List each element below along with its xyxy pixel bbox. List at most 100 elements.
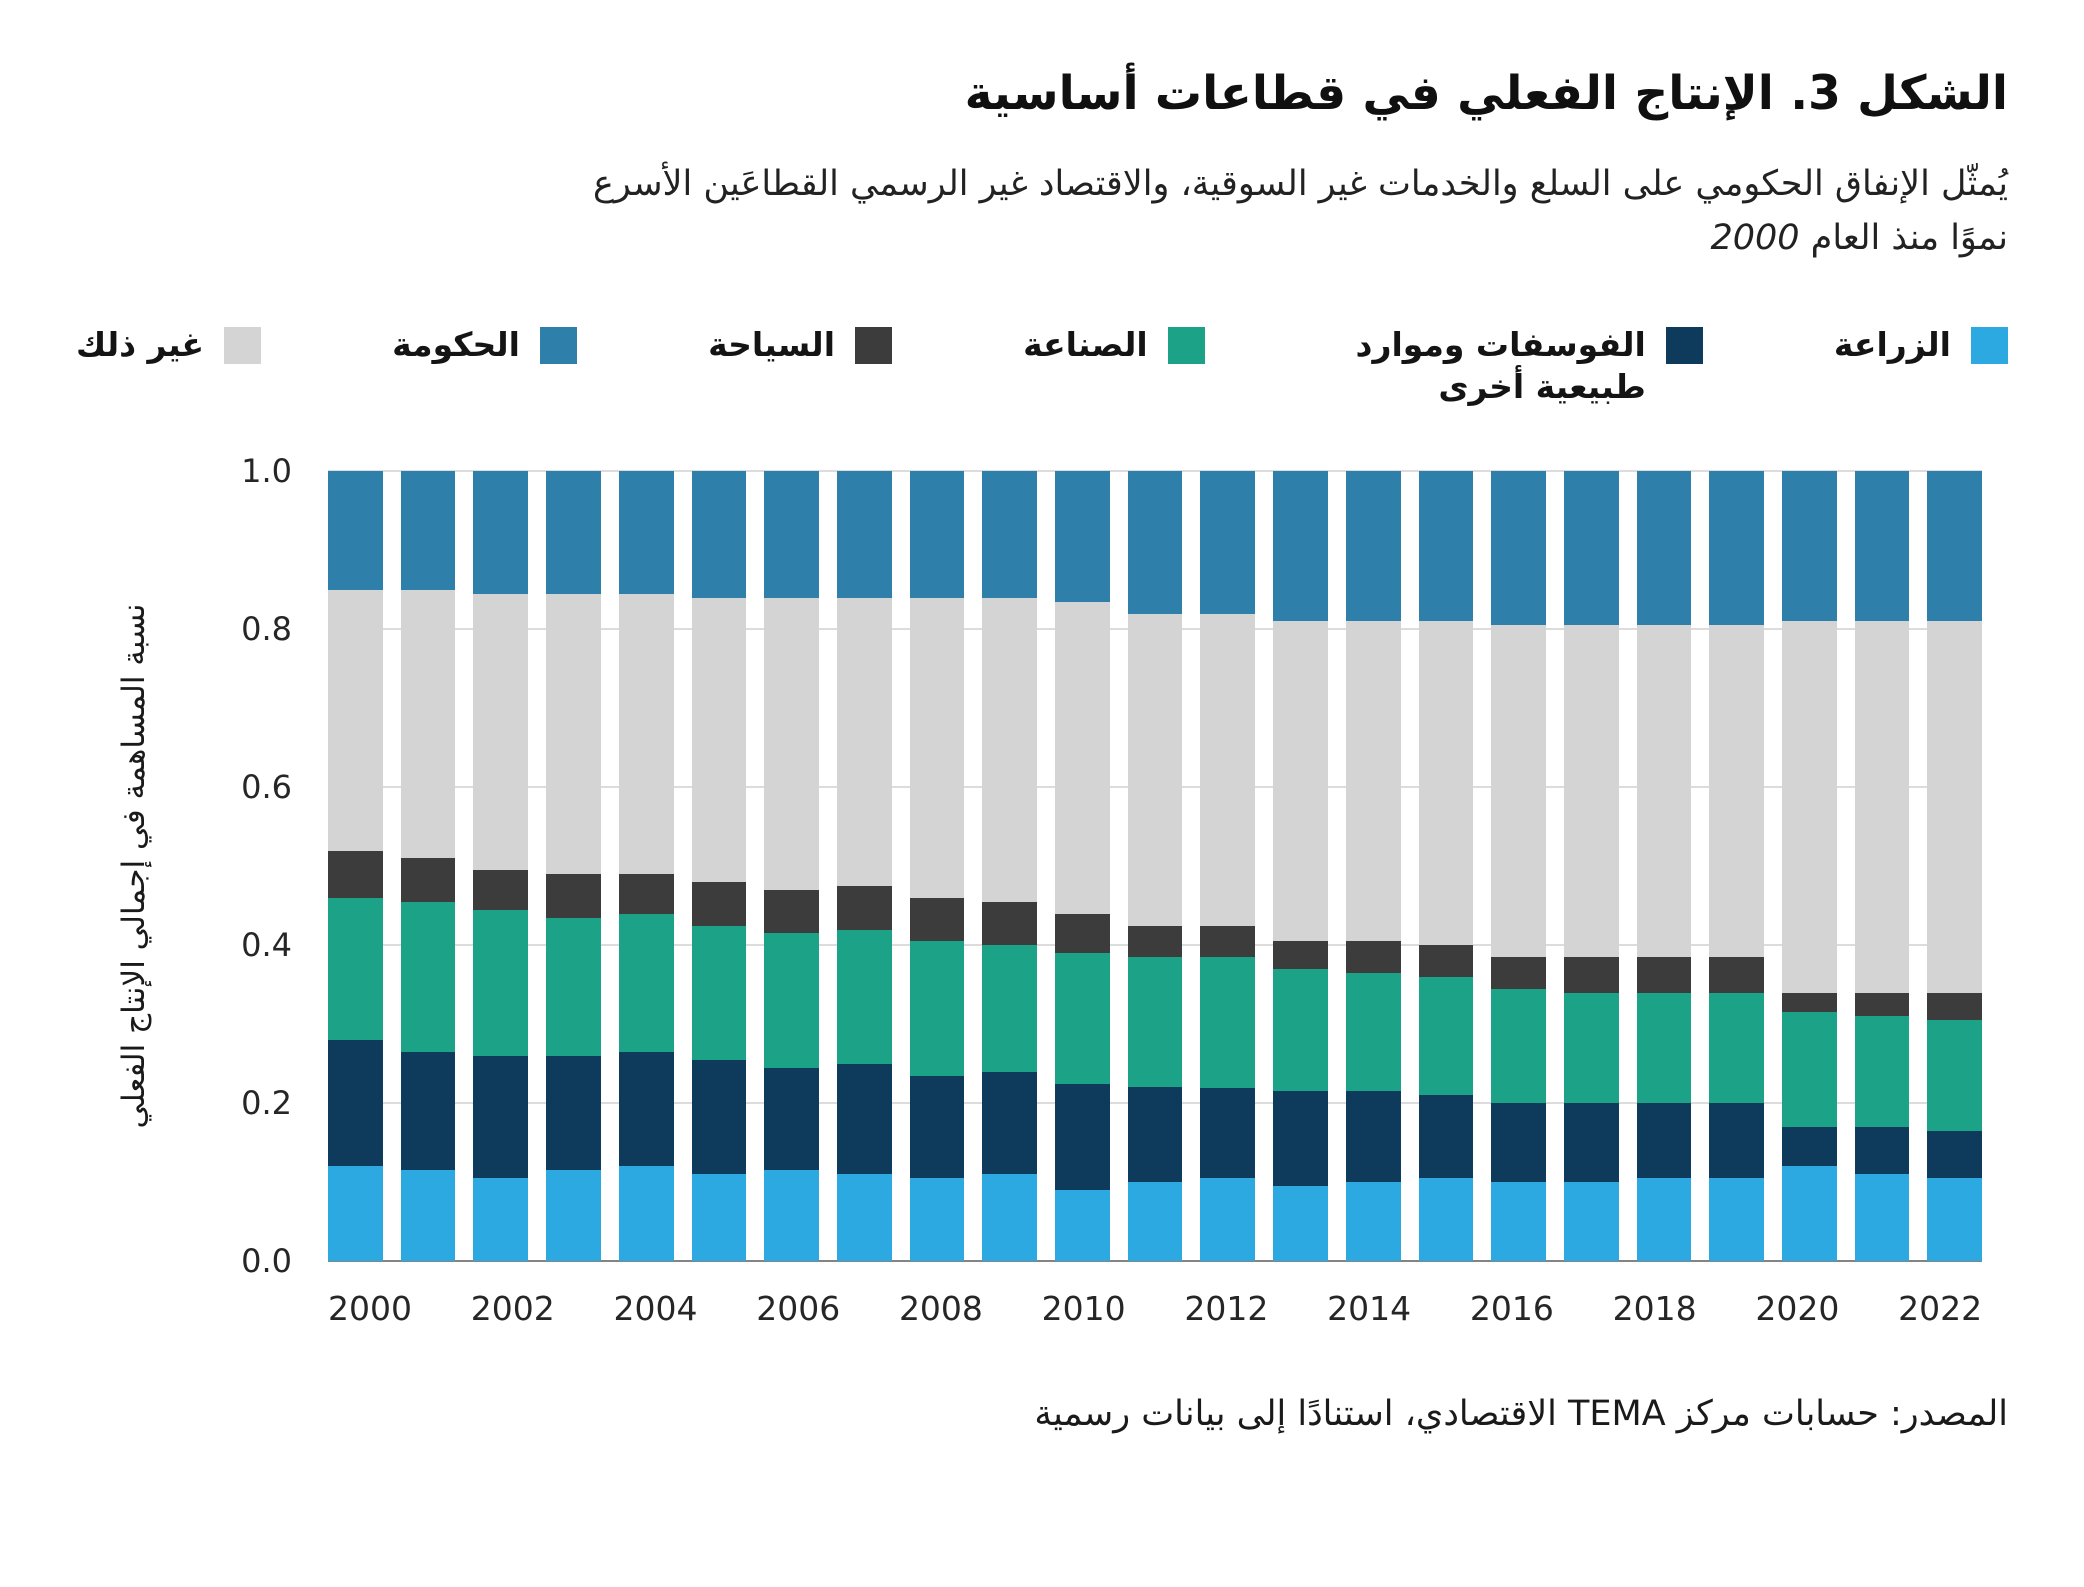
legend-swatch xyxy=(224,326,262,364)
segment-industry xyxy=(1636,992,1692,1104)
x-axis-labels: 2000 2002 2004 2006 2008 2010 2012 2014 2016 2018… xyxy=(328,1289,1982,1328)
bar-2021 xyxy=(1854,471,1910,1262)
legend-item: الفوسفات وموارد طبيعية أخرى xyxy=(1336,324,1703,410)
bar-2014 xyxy=(1345,471,1401,1262)
segment-agriculture xyxy=(618,1166,674,1262)
segment-phosphates-natural-resources xyxy=(1782,1126,1837,1167)
segment-agriculture xyxy=(764,1170,819,1262)
segment-tourism xyxy=(909,897,965,942)
legend-item: غير ذلك xyxy=(76,324,262,367)
legend-swatch xyxy=(855,326,893,364)
segment-phosphates-natural-resources xyxy=(473,1055,529,1179)
segment-industry xyxy=(618,913,674,1052)
segment-phosphates-natural-resources xyxy=(1418,1095,1474,1179)
x-tick-label xyxy=(430,1289,453,1328)
bar-2003 xyxy=(546,471,601,1262)
segment-industry xyxy=(400,901,456,1052)
segment-industry xyxy=(1127,957,1183,1088)
bar-2007 xyxy=(836,471,892,1262)
x-tick-label xyxy=(1001,1289,1024,1328)
legend-label: الزراعة xyxy=(1833,324,1951,364)
segment-government xyxy=(1127,471,1183,614)
segment-other xyxy=(1273,621,1328,942)
segment-tourism xyxy=(1055,913,1110,954)
segment-other xyxy=(618,593,674,875)
segment-industry xyxy=(1854,1016,1910,1127)
segment-phosphates-natural-resources xyxy=(1055,1083,1110,1191)
segment-tourism xyxy=(982,901,1038,946)
segment-industry xyxy=(836,929,892,1064)
segment-agriculture xyxy=(1273,1186,1328,1262)
bars xyxy=(328,471,1983,1262)
legend-label: الفوسفات وموارد طبيعية أخرى xyxy=(1355,324,1646,407)
x-tick-label: 2006 xyxy=(756,1289,841,1329)
source-note: المصدر: حسابات مركز TEMA الاقتصادي، استن… xyxy=(1034,1394,2008,1435)
segment-phosphates-natural-resources xyxy=(1563,1103,1619,1183)
segment-agriculture xyxy=(1200,1178,1256,1262)
segment-other xyxy=(1418,621,1474,946)
y-tick-label: 0.6 xyxy=(241,768,292,807)
segment-other xyxy=(1854,621,1910,993)
plot-area: 0.0 0.2 0.4 0.6 0.8 1.0 xyxy=(241,452,1983,1280)
segment-phosphates-natural-resources xyxy=(909,1075,965,1179)
x-tick-label xyxy=(1144,1289,1167,1328)
segment-government xyxy=(400,471,456,590)
segment-phosphates-natural-resources xyxy=(400,1051,456,1171)
bar-2015 xyxy=(1418,471,1474,1262)
segment-other xyxy=(1055,601,1110,914)
segment-phosphates-natural-resources xyxy=(1345,1091,1401,1183)
x-tick-label xyxy=(858,1289,881,1328)
segment-tourism xyxy=(1200,925,1256,958)
x-tick-label: 2000 xyxy=(328,1289,412,1329)
bar-2001 xyxy=(400,471,456,1262)
bar-2010 xyxy=(1055,471,1110,1262)
segment-phosphates-natural-resources xyxy=(1491,1103,1546,1183)
segment-phosphates-natural-resources xyxy=(691,1059,747,1175)
segment-agriculture xyxy=(1491,1182,1546,1262)
segment-other xyxy=(1345,621,1401,942)
segment-agriculture xyxy=(982,1174,1038,1262)
segment-other xyxy=(982,597,1038,902)
segment-agriculture xyxy=(836,1174,892,1262)
segment-phosphates-natural-resources xyxy=(836,1063,892,1175)
segment-government xyxy=(982,471,1038,598)
legend-item: السياحة xyxy=(708,324,893,367)
segment-phosphates-natural-resources xyxy=(618,1051,674,1167)
y-tick-label: 0.0 xyxy=(241,1242,292,1281)
figure-title: الشكل 3. الإنتاج الفعلي في قطاعات أساسية xyxy=(964,66,2008,121)
x-tick-label xyxy=(1857,1289,1880,1328)
segment-tourism xyxy=(1418,945,1474,977)
segment-government xyxy=(1491,471,1546,626)
segment-industry xyxy=(546,917,601,1056)
segment-other xyxy=(1709,625,1765,958)
legend-item: الزراعة xyxy=(1834,324,2008,367)
legend-label: الحكومة xyxy=(392,324,520,364)
plot-wrap: 0.0 0.2 0.4 0.6 0.8 1.0 2000 2002 2004 2006 2008 2… xyxy=(241,452,1983,1328)
legend-swatch xyxy=(539,326,577,364)
segment-industry xyxy=(1200,957,1256,1088)
segment-agriculture xyxy=(1127,1182,1183,1262)
segment-government xyxy=(473,471,529,594)
x-tick-label: 2016 xyxy=(1469,1289,1554,1329)
bar-2016 xyxy=(1491,471,1546,1262)
segment-industry xyxy=(1709,992,1765,1104)
segment-other xyxy=(691,597,747,883)
segment-other xyxy=(1127,613,1183,926)
segment-other xyxy=(1200,613,1256,926)
segment-phosphates-natural-resources xyxy=(764,1067,819,1171)
bar-2002 xyxy=(473,471,529,1262)
segment-agriculture xyxy=(1782,1166,1837,1262)
segment-phosphates-natural-resources xyxy=(546,1055,601,1171)
segment-industry xyxy=(1273,969,1328,1092)
segment-agriculture xyxy=(328,1166,383,1262)
segment-industry xyxy=(1782,1012,1837,1127)
segment-phosphates-natural-resources xyxy=(1854,1127,1910,1175)
segment-phosphates-natural-resources xyxy=(1200,1087,1256,1179)
segment-government xyxy=(618,471,674,594)
segment-agriculture xyxy=(909,1178,965,1262)
segment-phosphates-natural-resources xyxy=(982,1071,1038,1175)
bar-2000 xyxy=(328,471,383,1262)
segment-government xyxy=(1709,471,1765,626)
segment-industry xyxy=(1491,988,1546,1104)
